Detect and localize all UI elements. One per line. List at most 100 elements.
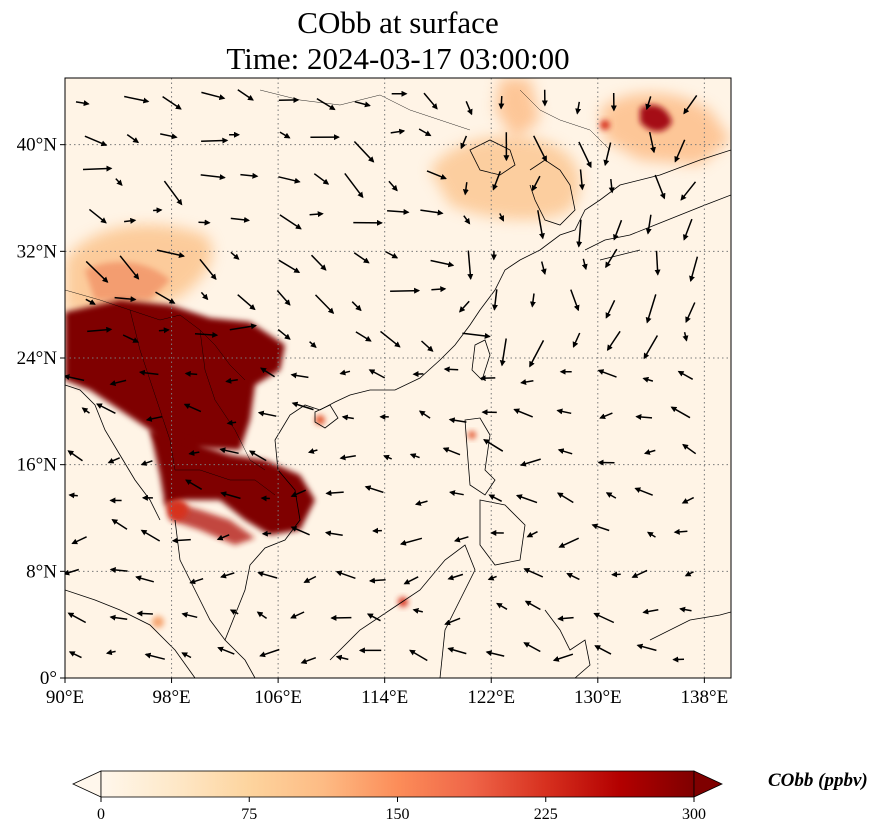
wind-arrow-188 [111, 519, 128, 530]
wind-arrow-155 [140, 460, 153, 466]
wind-arrow-1 [124, 95, 150, 104]
coastline-new-guinea [649, 611, 731, 641]
wind-arrow-213 [403, 576, 419, 585]
lat-tick-label: 0° [40, 668, 57, 689]
wind-arrow-186 [681, 496, 695, 504]
wind-arrow-125 [290, 372, 309, 379]
wind-arrow-31 [603, 142, 612, 167]
lat-tick-label: 40°N [17, 135, 58, 156]
wind-arrow-138 [145, 415, 163, 422]
latitude-axis: 0° 8°N 16°N 24°N 32°N 40°N [17, 135, 65, 689]
wind-arrow-220 [684, 570, 694, 577]
wind-arrow-248 [447, 646, 467, 655]
wind-arrow-36 [163, 180, 183, 206]
wind-arrow-232 [496, 602, 508, 610]
wind-arrow-140 [226, 419, 237, 426]
country-borders [65, 89, 611, 496]
wind-arrow-89 [237, 294, 256, 311]
wind-arrow-53 [153, 207, 163, 214]
wind-arrow-76 [385, 250, 399, 259]
wind-arrow-32 [648, 131, 656, 154]
wind-arrow-215 [487, 574, 497, 581]
wind-arrow-250 [523, 642, 541, 653]
wind-arrow-230 [412, 607, 423, 614]
wind-arrow-63 [537, 210, 545, 240]
wind-arrow-207 [189, 577, 204, 585]
wind-arrow-56 [279, 214, 302, 230]
wind-arrow-141 [257, 410, 277, 417]
wind-arrow-184 [605, 492, 617, 499]
colorbar [72, 770, 723, 802]
hotspot-indochina-north [65, 300, 285, 470]
wind-arrow-161 [383, 454, 392, 461]
wind-arrow-156 [188, 450, 200, 456]
wind-arrow-105 [194, 331, 219, 338]
lon-tick-label: 114°E [361, 687, 408, 708]
wind-arrow-123 [225, 377, 238, 384]
wind-arrow-226 [256, 611, 268, 620]
wind-arrow-11 [498, 96, 505, 110]
wind-arrow-183 [556, 492, 574, 504]
wind-arrow-160 [339, 454, 356, 461]
wind-arrow-202 [646, 531, 656, 538]
wind-arrow-29 [533, 135, 547, 162]
wind-arrow-231 [444, 617, 461, 626]
wind-arrow-163 [442, 447, 461, 456]
wind-arrow-38 [240, 172, 259, 179]
wind-arrow-145 [418, 410, 431, 419]
wind-arrow-142 [291, 401, 314, 411]
wind-arrow-240 [144, 652, 165, 660]
wind-arrow-189 [140, 529, 161, 542]
wind-arrow-0 [75, 100, 90, 107]
wind-arrow-187 [71, 536, 87, 545]
wind-arrow-218 [611, 571, 621, 578]
wind-arrow-98 [570, 289, 580, 312]
wind-arrow-42 [388, 180, 398, 192]
wind-arrow-78 [467, 250, 474, 280]
wind-arrow-206 [135, 575, 154, 583]
border-cambodia [175, 469, 276, 496]
wind-arrow-35 [115, 178, 123, 186]
wind-arrow-118 [682, 332, 689, 342]
wind-arrow-16 [683, 94, 698, 115]
wind-arrow-214 [447, 573, 464, 581]
lon-tick-label: 106°E [254, 687, 302, 708]
wind-arrow-65 [613, 219, 623, 241]
wind-arrow-245 [335, 654, 349, 661]
lat-tick-label: 8°N [26, 561, 57, 582]
border-laos [199, 329, 266, 471]
wind-arrow-236 [642, 608, 659, 615]
wind-arrow-193 [290, 526, 310, 536]
wind-arrow-121 [138, 369, 159, 376]
coastline-luzon [464, 417, 496, 496]
wind-arrow-9 [423, 92, 438, 110]
wind-arrow-3 [201, 91, 226, 101]
wind-arrow-93 [390, 287, 421, 294]
wind-arrow-180 [449, 490, 464, 497]
wind-arrow-81 [581, 258, 588, 271]
colorbar-label: CObb (ppbv) [768, 770, 868, 791]
wind-arrow-4 [237, 89, 254, 101]
wind-arrow-151 [635, 414, 653, 420]
wind-arrow-185 [634, 487, 653, 496]
gridlines [65, 78, 731, 678]
chart-subtitle-time: Time: 2024-03-17 03:00:00 [226, 41, 570, 76]
wind-arrow-92 [351, 301, 362, 312]
wind-arrow-164 [483, 439, 504, 452]
wind-arrow-166 [557, 448, 573, 455]
colorbar-tick-marks [100, 797, 695, 802]
wind-arrow-181 [488, 494, 503, 502]
wind-arrow-67 [683, 218, 693, 241]
colorbar-tick-label: 150 [385, 806, 410, 823]
wind-arrow-17 [84, 135, 108, 147]
wind-arrow-234 [557, 615, 574, 622]
hotspot-indochina-south [150, 430, 315, 535]
coastline-mindanao [479, 499, 526, 566]
wind-arrow-216 [523, 567, 544, 578]
wind-arrow-116 [606, 330, 621, 351]
wind-arrow-108 [309, 341, 317, 348]
coastline-china [224, 149, 731, 678]
wind-arrow-110 [380, 330, 401, 348]
wind-arrow-222 [109, 614, 128, 621]
wind-arrow-83 [654, 250, 661, 276]
